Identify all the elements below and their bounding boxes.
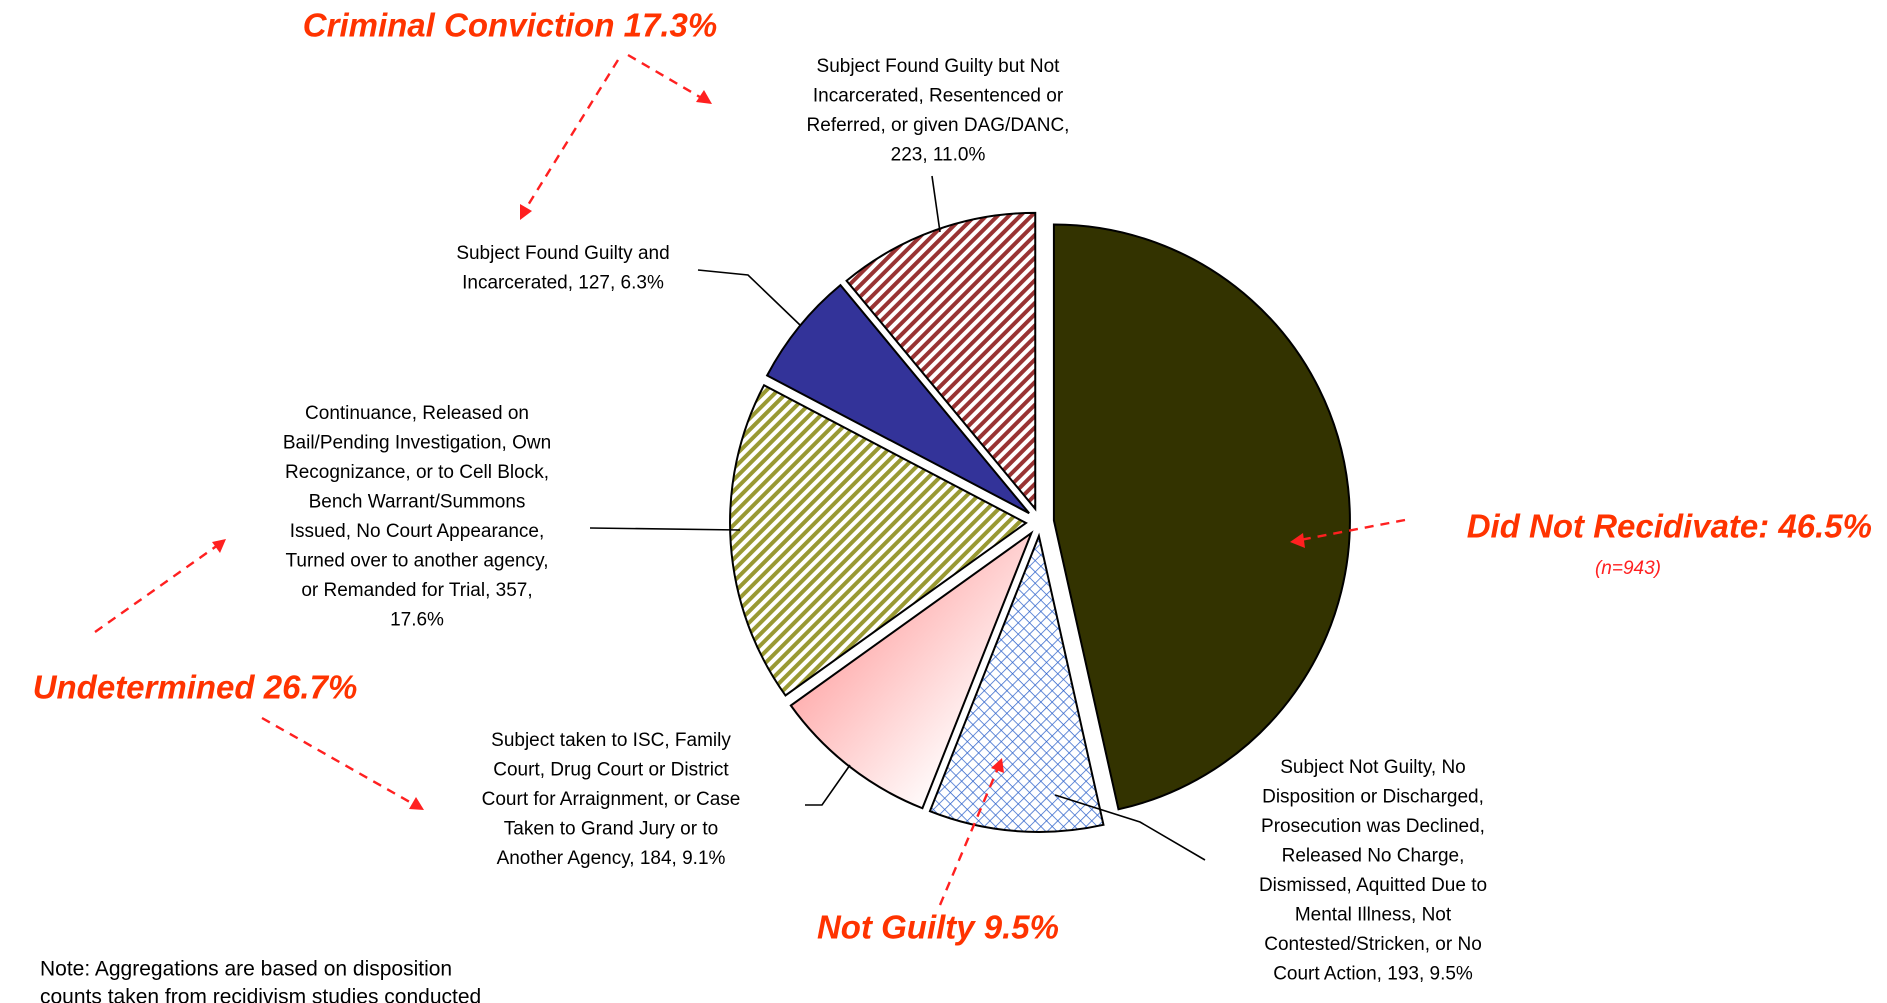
leader-line xyxy=(931,175,941,233)
slice-label: Subject Found Guilty but Not xyxy=(817,56,1061,77)
pie-slice xyxy=(845,211,1037,512)
note: Note: Aggregations are based on disposit… xyxy=(40,958,452,981)
pie-slice xyxy=(765,283,1030,515)
slice-label: Bench Warrant/Summons xyxy=(309,492,526,513)
slice-label: 17.6% xyxy=(390,610,444,631)
slice-label: Released No Charge, xyxy=(1282,846,1465,867)
arrow xyxy=(94,544,219,633)
slice-label: Another Agency, 184, 9.1% xyxy=(497,848,726,869)
slice-label: Bail/Pending Investigation, Own xyxy=(283,433,551,454)
pie xyxy=(729,211,1351,833)
slice-label: Subject Not Guilty, No xyxy=(1280,757,1466,778)
arrow-head xyxy=(991,758,1004,773)
arrow-head xyxy=(212,539,226,553)
pie-slice xyxy=(1052,223,1351,811)
arrow-head xyxy=(1290,533,1305,548)
arrow xyxy=(523,59,620,211)
arrow-head xyxy=(520,204,532,220)
leader-line xyxy=(697,269,801,326)
arrow xyxy=(627,53,706,102)
slice-label: Court Action, 193, 9.5% xyxy=(1273,964,1473,985)
arrow-head xyxy=(696,90,712,104)
slice-label: Prosecution was Declined, xyxy=(1261,816,1485,837)
annotation: Not Guilty 9.5% xyxy=(817,909,1059,946)
annotation: (n=943) xyxy=(1595,558,1661,579)
arrow xyxy=(938,767,1000,906)
note: counts taken from recidivism studies con… xyxy=(40,986,481,1003)
slice-label: Recognizance, or to Cell Block, xyxy=(285,462,549,483)
slice-label: Disposition or Discharged, xyxy=(1262,787,1484,808)
arrow-head xyxy=(409,797,424,810)
pie-slice xyxy=(729,383,1028,697)
slice-label: 223, 11.0% xyxy=(891,145,986,166)
annotation: Undetermined 26.7% xyxy=(33,669,358,706)
arrow xyxy=(261,716,416,807)
slice-label: Court for Arraignment, or Case xyxy=(482,789,741,810)
slice-label: Issued, No Court Appearance, xyxy=(290,521,545,542)
leader-line xyxy=(589,527,741,531)
slice-label: Mental Illness, Not xyxy=(1295,905,1452,926)
slice-label: or Remanded for Trial, 357, xyxy=(301,580,532,601)
slice-label: Taken to Grand Jury or to xyxy=(504,819,718,840)
slice-label: Referred, or given DAG/DANC, xyxy=(807,115,1070,136)
leader-line xyxy=(1054,794,1206,861)
slice-label: Contested/Stricken, or No xyxy=(1264,934,1482,955)
slice-label: Subject taken to ISC, Family xyxy=(491,730,731,751)
arrow xyxy=(1299,518,1406,542)
slice-label: Incarcerated, 127, 6.3% xyxy=(462,273,664,294)
pie-slice xyxy=(928,532,1105,833)
arrows xyxy=(94,53,1406,906)
leader-line xyxy=(805,764,851,806)
leader-lines xyxy=(589,175,1206,861)
slice-label: Continuance, Released on xyxy=(305,403,529,424)
slice-label: Turned over to another agency, xyxy=(286,551,549,572)
slice-label: Incarcerated, Resentenced or xyxy=(813,86,1064,107)
slice-label: Subject Found Guilty and xyxy=(456,243,669,264)
annotation: Criminal Conviction 17.3% xyxy=(303,7,717,44)
annotation: Did Not Recidivate: 46.5% xyxy=(1467,508,1872,545)
slice-label: Court, Drug Court or District xyxy=(493,760,729,781)
slice-label: Dismissed, Aquitted Due to xyxy=(1259,875,1487,896)
